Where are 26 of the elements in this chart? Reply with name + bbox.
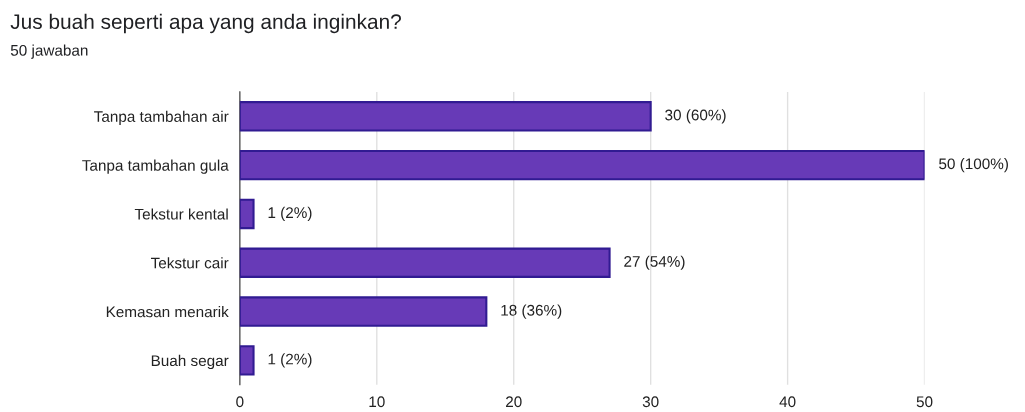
x-tick-label: 20 <box>506 396 522 408</box>
data-label: 30 (60%) <box>665 109 726 124</box>
bar <box>239 345 255 376</box>
data-label: 1 (2%) <box>268 206 312 222</box>
y-tick-label: Tekstur cair <box>150 257 229 269</box>
chart-title: Jus buah seperti apa yang anda inginkan? <box>10 13 401 34</box>
data-label: 50 (100%) <box>939 157 1008 173</box>
bar <box>239 296 488 327</box>
x-tick-label: 50 <box>916 396 933 408</box>
y-tick-label: Tekstur kental <box>134 208 228 220</box>
y-tick-label: Tanpa tambahan air <box>94 110 229 125</box>
data-label: 1 (2%) <box>268 353 312 368</box>
bar <box>239 247 611 278</box>
y-tick-label: Buah segar <box>151 354 229 370</box>
y-tick-label: Tanpa tambahan gula <box>82 159 229 174</box>
data-label: 27 (54%) <box>624 255 685 270</box>
x-tick-label: 0 <box>236 396 244 408</box>
data-label: 18 (36%) <box>501 304 562 319</box>
x-tick-label: 40 <box>779 396 796 408</box>
bar <box>239 198 255 230</box>
x-tick-label: 10 <box>369 396 385 408</box>
text: 50 jawaban <box>10 44 88 59</box>
y-tick-label: Kemasan menarik <box>106 306 229 318</box>
x-tick-label: 30 <box>642 396 659 408</box>
bar <box>239 149 925 181</box>
bar <box>239 101 652 132</box>
